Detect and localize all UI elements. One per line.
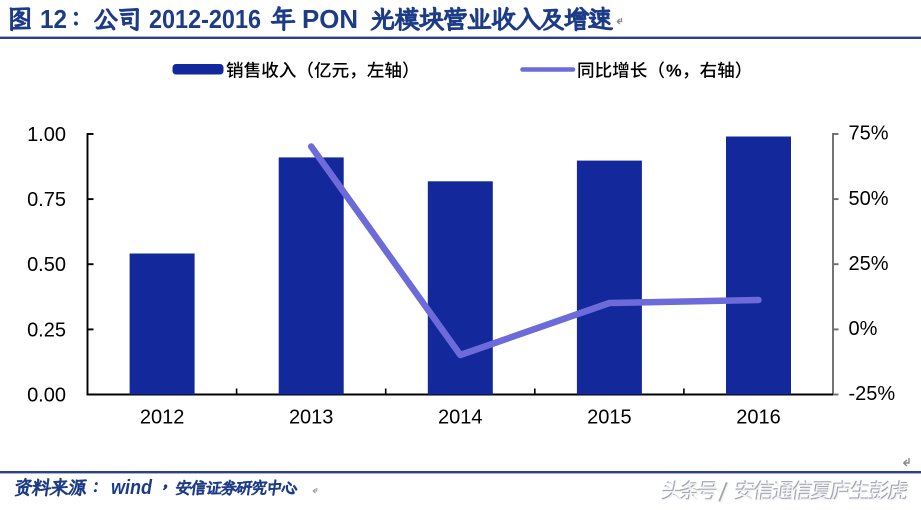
svg-text:0.75: 0.75 [27, 189, 66, 211]
svg-text:-25%: -25% [849, 383, 896, 405]
svg-text:2013: 2013 [289, 407, 334, 429]
svg-text:0%: 0% [849, 318, 878, 340]
svg-text:PON: PON [302, 4, 358, 34]
svg-text:75%: 75% [849, 123, 889, 145]
svg-text:50%: 50% [849, 188, 889, 210]
svg-text:12: 12 [40, 4, 67, 34]
svg-text:1.00: 1.00 [27, 124, 66, 146]
svg-text:2016: 2016 [736, 407, 781, 429]
svg-text:0.25: 0.25 [27, 319, 66, 341]
svg-text:%: % [666, 61, 682, 81]
svg-text:2014: 2014 [438, 407, 483, 429]
svg-text:0.50: 0.50 [27, 254, 66, 276]
svg-text:2015: 2015 [587, 407, 632, 429]
svg-text:2012-2016: 2012-2016 [149, 4, 261, 34]
svg-text:25%: 25% [849, 253, 889, 275]
svg-text:wind: wind [111, 477, 153, 499]
svg-text:0.00: 0.00 [27, 385, 66, 407]
svg-text:2012: 2012 [140, 407, 185, 429]
